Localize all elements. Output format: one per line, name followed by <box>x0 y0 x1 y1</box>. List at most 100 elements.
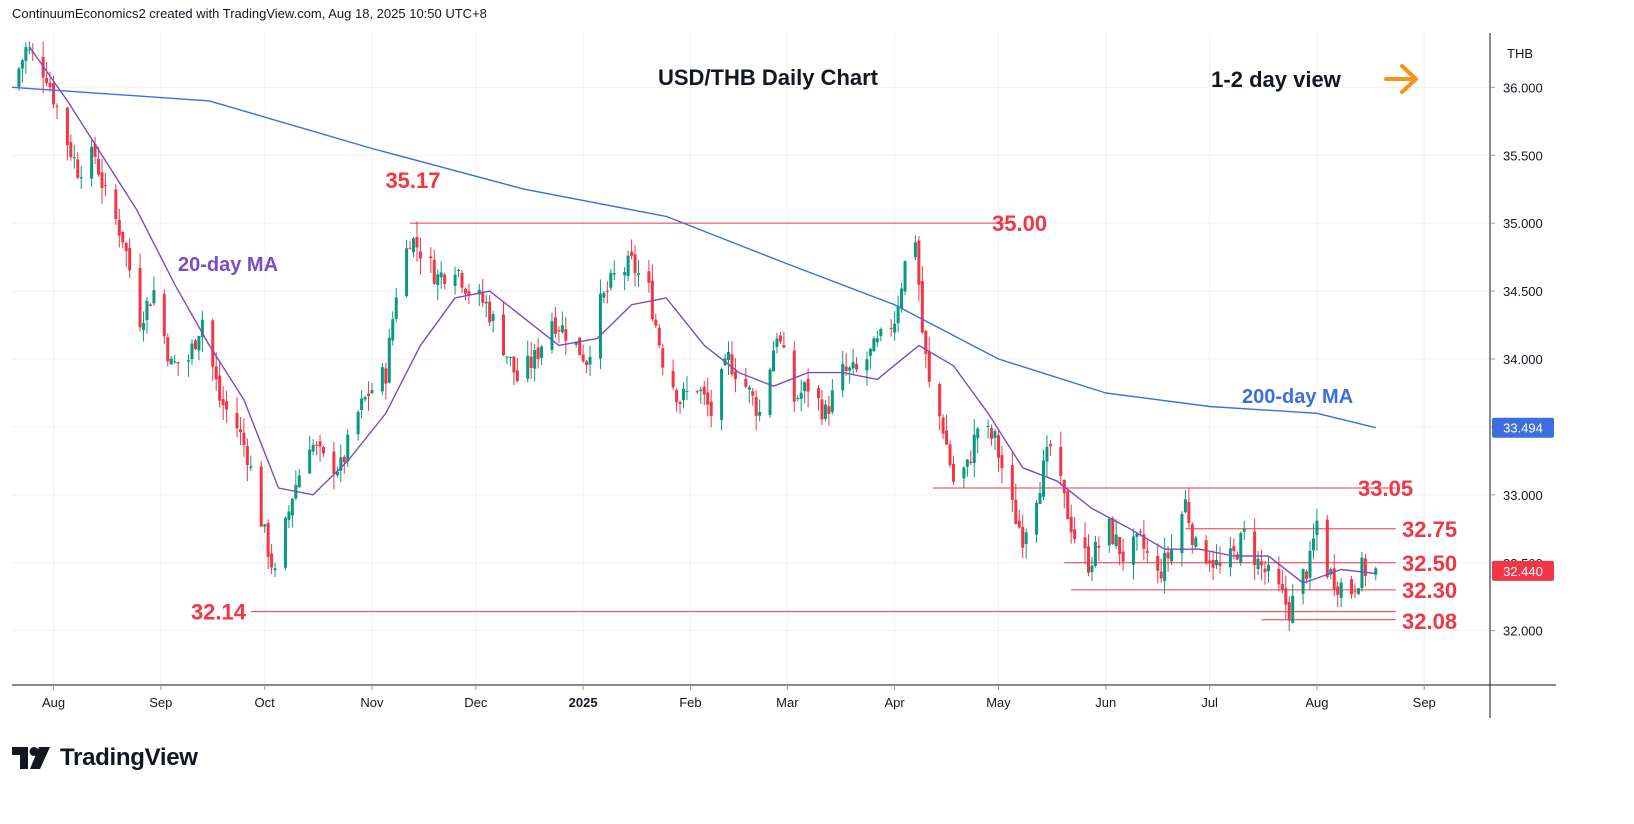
candle-body <box>97 158 101 175</box>
candle-body <box>657 327 661 346</box>
candle-body <box>1305 571 1309 579</box>
candle-body <box>626 255 630 277</box>
candle-body <box>287 511 291 520</box>
candle-body <box>1131 536 1135 565</box>
candle-body <box>76 159 80 178</box>
candle-body <box>803 382 807 392</box>
candle-body <box>1308 550 1312 578</box>
candle-body <box>1107 518 1111 546</box>
candle-body <box>1353 591 1357 593</box>
candle-body <box>432 259 436 284</box>
tradingview-brand[interactable]: TradingView <box>12 744 198 772</box>
candle-body <box>1010 465 1014 500</box>
support-resistance-levels <box>250 222 1396 621</box>
candle-body <box>612 273 616 275</box>
candle-body <box>1041 460 1045 497</box>
candle-body <box>79 177 83 179</box>
candle-body <box>1066 491 1070 520</box>
candle-body <box>630 251 634 256</box>
candle-body <box>1135 533 1139 537</box>
candle-body <box>55 105 59 107</box>
candle-body <box>574 341 578 345</box>
x-tick-label: May <box>986 695 1011 710</box>
candle-body <box>356 411 360 435</box>
candle-body <box>1363 558 1367 577</box>
candle-body <box>771 350 775 372</box>
candle-body <box>245 446 249 466</box>
candle-body <box>332 451 336 474</box>
ma20-line <box>28 46 1376 584</box>
candle-body <box>273 568 277 571</box>
candle-body <box>820 399 824 420</box>
y-tick-label: 34.000 <box>1503 352 1543 367</box>
candle-body <box>418 251 422 259</box>
candle-body <box>844 366 848 371</box>
candle-body <box>678 402 682 404</box>
candle-body <box>263 524 267 527</box>
y-tick-label: 32.000 <box>1503 624 1543 639</box>
candle-body <box>460 272 464 288</box>
candle-body <box>868 348 872 356</box>
candle-body <box>913 242 917 258</box>
candle-body <box>1114 534 1118 547</box>
price-axis[interactable]: 32.00032.50033.00033.50034.00034.50035.0… <box>1490 46 1554 639</box>
candle-body <box>695 391 699 393</box>
candle-body <box>879 328 883 337</box>
candle-body <box>1038 493 1042 504</box>
level-label: 32.14 <box>191 600 247 625</box>
candle-body <box>1083 537 1087 549</box>
candle-body <box>1073 529 1077 540</box>
candle-body <box>1266 564 1270 572</box>
candle-body <box>283 517 287 568</box>
candle-body <box>1163 552 1167 581</box>
candle-body <box>581 354 585 362</box>
candle-body <box>311 444 315 452</box>
candle-body <box>1374 568 1378 575</box>
candle-body <box>1350 579 1354 595</box>
candle-body <box>318 441 322 447</box>
candle-body <box>221 399 225 406</box>
x-tick-label: Aug <box>42 695 65 710</box>
candle-body <box>48 82 52 88</box>
candle-body <box>1329 569 1333 575</box>
candle-body <box>1048 444 1052 447</box>
candle-body <box>384 368 388 384</box>
candle-body <box>938 384 942 417</box>
candle-body <box>941 417 945 434</box>
candle-body <box>699 389 703 392</box>
candle-body <box>20 60 24 69</box>
ma20-annotation: 20-day MA <box>178 254 278 276</box>
candle-body <box>505 356 509 358</box>
candle-body <box>578 337 582 355</box>
candle-body <box>1253 531 1257 565</box>
candle-body <box>709 401 713 416</box>
candle-body <box>380 367 384 392</box>
candle-body <box>623 272 627 276</box>
time-axis[interactable]: Aug Sep Oct Nov Dec 2025 Feb Mar Apr May Jun Jul Aug… <box>42 685 1436 710</box>
candle-body <box>214 366 218 380</box>
candle-body <box>152 290 156 304</box>
candle-body <box>187 360 191 362</box>
candle-body <box>363 397 367 400</box>
candle-body <box>467 291 471 296</box>
x-tick-label: Mar <box>776 695 799 710</box>
candlestick-series <box>17 41 1378 631</box>
candle-body <box>896 306 900 324</box>
level-label: 32.75 <box>1402 517 1457 542</box>
candle-body <box>920 280 924 333</box>
candle-body <box>481 291 485 303</box>
candle-body <box>557 330 561 332</box>
candle-body <box>682 388 686 401</box>
candle-body <box>1090 565 1094 573</box>
candle-body <box>865 359 869 371</box>
candle-body <box>816 388 820 399</box>
candle-body <box>996 435 1000 458</box>
candle-body <box>235 412 239 429</box>
candle-body <box>1260 561 1264 566</box>
candle-body <box>778 335 782 342</box>
arrow-right-icon <box>1384 64 1418 94</box>
candle-body <box>249 466 253 468</box>
candle-body <box>45 78 49 84</box>
candle-body <box>69 142 73 158</box>
